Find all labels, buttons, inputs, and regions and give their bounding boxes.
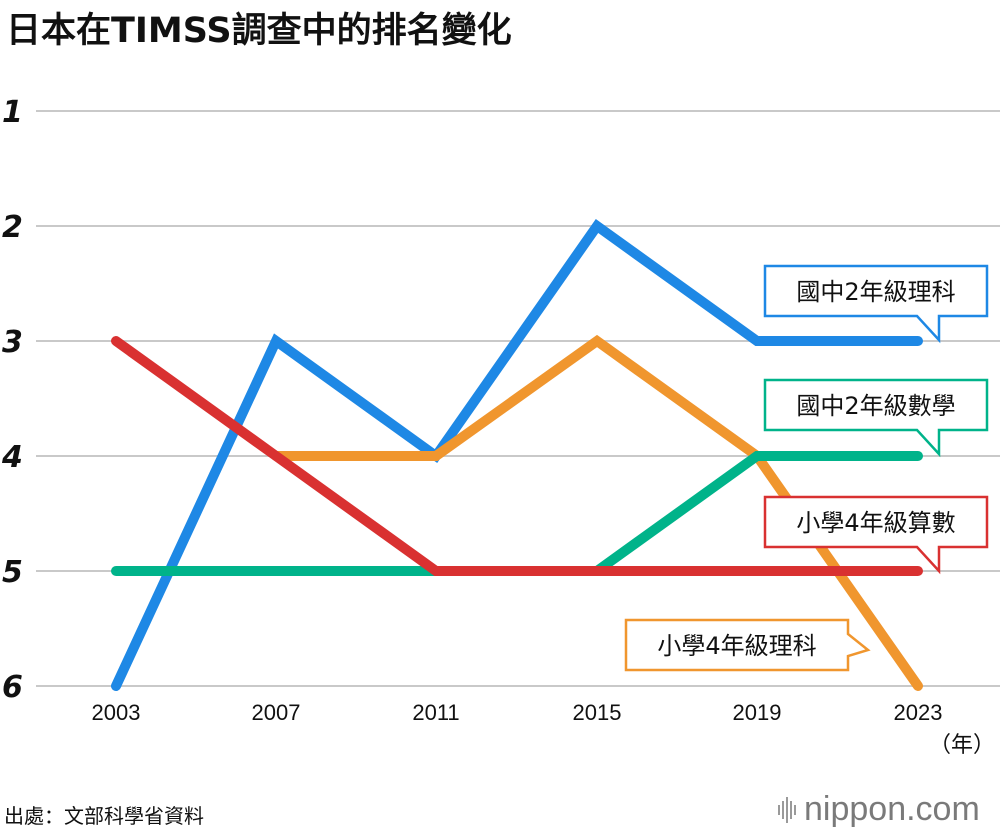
label-box-border — [624, 618, 871, 672]
series-label-text: 國中2年級理科 — [796, 278, 955, 306]
series-label-text: 小學4年級理科 — [657, 632, 816, 660]
label-box-border — [763, 495, 989, 575]
x-tick-label: 2011 — [412, 700, 459, 725]
series-line-1 — [111, 218, 923, 691]
x-axis-unit: （年） — [929, 733, 995, 758]
series-label-box: 小學4年級理科 — [624, 618, 871, 672]
x-tick-label: 2003 — [92, 700, 141, 725]
logo-bars-icon — [778, 795, 796, 825]
series-line-3 — [111, 336, 923, 576]
series-label-box: 小學4年級算數 — [763, 495, 989, 575]
x-axis-ticks: 2003 2007 2011 2015 2019 2023 — [92, 700, 943, 725]
y-tick-label: 2 — [2, 210, 23, 245]
y-tick-label: 6 — [2, 670, 23, 705]
x-tick-label: 2015 — [573, 700, 622, 725]
x-tick-label: 2007 — [252, 700, 301, 725]
y-tick-label: 1 — [2, 95, 23, 130]
chart-title: 日本在TIMSS調查中的排名變化 — [6, 11, 512, 51]
brand-logo: nippon.com — [778, 790, 980, 829]
y-axis-ticks: 1 2 3 4 5 6 — [1, 95, 23, 705]
x-tick-label: 2019 — [733, 700, 782, 725]
source-note: 出處：文部科學省資料 — [4, 804, 204, 828]
x-tick-label: 2023 — [894, 700, 943, 725]
series-label-box: 國中2年級理科 — [763, 264, 989, 344]
series-lines — [111, 218, 923, 691]
brand-name: nippon.com — [804, 790, 980, 828]
label-box-border — [763, 264, 989, 344]
label-box-border — [763, 378, 989, 458]
series-label-box: 國中2年級數學 — [763, 378, 989, 458]
y-tick-label: 4 — [1, 440, 23, 475]
series-label-text: 小學4年級算數 — [796, 509, 955, 537]
y-tick-label: 5 — [2, 555, 23, 590]
y-tick-label: 3 — [2, 325, 23, 360]
series-label-text: 國中2年級數學 — [796, 392, 955, 420]
